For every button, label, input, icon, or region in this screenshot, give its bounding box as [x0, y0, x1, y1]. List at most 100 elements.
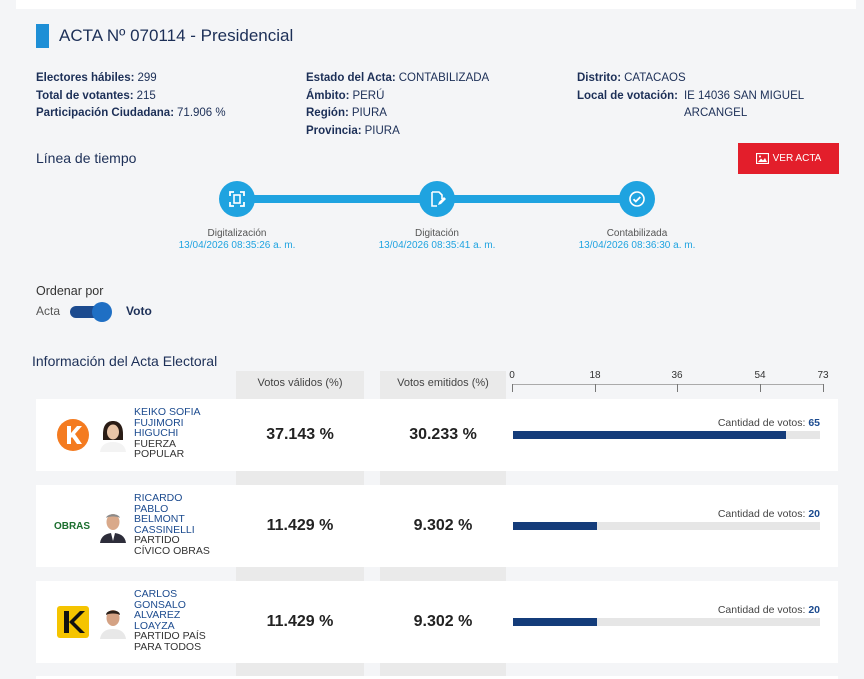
axis-tick [512, 384, 513, 392]
info-column-2: Estado del Acta: CONTABILIZADA Ámbito: PER… [306, 70, 489, 140]
step-name: Digitación [415, 228, 459, 239]
candidate-row-3[interactable]: CARLOS GONSALO ALVAREZ LOAYZA PARTIDO PA… [36, 581, 838, 663]
votos-emitidos-pct: 9.302 % [413, 613, 473, 630]
axis-line [512, 384, 824, 385]
ver-acta-button[interactable]: VER ACTA [738, 143, 839, 174]
header-validos: Votos válidos (%) [257, 377, 343, 389]
order-option-voto[interactable]: Voto [126, 304, 152, 318]
local-label: Local de votación: [577, 89, 678, 102]
estado-value: CONTABILIZADA [398, 72, 490, 84]
candidate-row-2[interactable]: OBRAS RICARDO PABLO BELMONT CASSINELLI P… [36, 485, 838, 567]
provincia-label: Provincia: [306, 124, 362, 137]
participacion-value: 71.906 % [177, 107, 226, 119]
votes-count-label: Cantidad de votos: 65 [718, 417, 820, 429]
header-emitidos: Votos emitidos (%) [397, 377, 489, 389]
order-toggle-switch[interactable] [70, 302, 114, 322]
electoral-title: Información del Acta Electoral [32, 353, 218, 369]
axis-tick-label: 54 [754, 370, 766, 381]
title-accent-bar [36, 24, 49, 48]
candidate-name: KEIKO SOFIA FUJIMORI HIGUCHI FUERZA POPU… [134, 407, 214, 460]
step-name: Contabilizada [606, 228, 668, 239]
votes-bar-track [513, 618, 820, 626]
axis-tick [677, 384, 678, 392]
votes-bar [513, 431, 786, 439]
candidate-photo [98, 509, 128, 543]
electores-value: 299 [137, 72, 157, 84]
party-logo-fuerza-popular [56, 418, 90, 452]
distrito-value: CATACAOS [624, 72, 686, 84]
votos-validos-pct: 11.429 % [266, 517, 334, 534]
candidate-fullname: CARLOS GONSALO ALVAREZ LOAYZA [134, 588, 186, 632]
electores-label: Electores hábiles: [36, 72, 135, 84]
timeline-step-digitalizacion [219, 181, 255, 217]
candidate-row-1[interactable]: KEIKO SOFIA FUJIMORI HIGUCHI FUERZA POPU… [36, 399, 838, 471]
axis-tick [823, 384, 824, 392]
votes-count-label: Cantidad de votos: 20 [718, 604, 820, 616]
votes-bar [513, 618, 597, 626]
info-column-1: Electores hábiles: 299 Total de votantes:… [36, 70, 226, 123]
ver-acta-label: VER ACTA [772, 153, 822, 164]
step-date: 13/04/2026 08:35:26 a. m. [178, 240, 296, 251]
region-label: Región: [306, 107, 349, 119]
estado-label: Estado del Acta: [306, 72, 396, 84]
distrito-label: Distrito: [577, 72, 622, 84]
order-option-acta[interactable]: Acta [36, 304, 61, 318]
party-logo-obras: OBRAS [54, 509, 90, 543]
axis-tick-label: 18 [589, 370, 601, 381]
order-by-label: Ordenar por [36, 284, 104, 298]
candidate-photo [98, 418, 128, 452]
votes-count: 65 [808, 417, 820, 429]
check-circle-icon [629, 191, 645, 207]
obras-logo-text: OBRAS [53, 520, 91, 532]
timeline-label-1: Digitalización 13/04/2026 08:35:26 a. m. [152, 228, 322, 252]
votantes-value: 215 [136, 89, 156, 102]
party-name: PARTIDO PAÍS PARA TODOS [134, 630, 206, 653]
party-name: FUERZA POPULAR [134, 437, 185, 460]
votes-bar-track [513, 431, 820, 439]
votantes-label: Total de votantes: [36, 89, 134, 102]
candidate-name: RICARDO PABLO BELMONT CASSINELLI PARTIDO… [134, 493, 214, 556]
image-icon [755, 153, 769, 164]
page-title: ACTA Nº 070114 - Presidencial [59, 26, 294, 45]
timeline-label-2: Digitación 13/04/2026 08:35:41 a. m. [352, 228, 522, 252]
axis-tick [595, 384, 596, 392]
votes-label-text: Cantidad de votos: [717, 604, 806, 616]
axis-tick [760, 384, 761, 392]
candidate-photo [98, 605, 128, 639]
votes-count: 20 [808, 508, 820, 520]
candidate-row-4-partial [36, 676, 838, 679]
party-name: PARTIDO CÍVICO OBRAS [134, 534, 210, 557]
participacion-label: Participación Ciudadana: [36, 107, 175, 119]
axis-tick-label: 73 [817, 370, 829, 381]
axis-tick-label: 0 [509, 370, 515, 381]
provincia-value: PIURA [364, 124, 400, 137]
order-toggle-row: Acta Voto [36, 302, 152, 322]
candidate-fullname: RICARDO PABLO BELMONT CASSINELLI [134, 492, 195, 536]
votes-bar [513, 522, 597, 530]
candidate-name: CARLOS GONSALO ALVAREZ LOAYZA PARTIDO PA… [134, 589, 214, 652]
candidate-fullname: KEIKO SOFIA FUJIMORI HIGUCHI [134, 406, 200, 439]
timeline-step-digitacion [419, 181, 455, 217]
acta-header: ACTA Nº 070114 - Presidencial [36, 24, 293, 48]
step-name: Digitalización [207, 228, 267, 239]
local-value: IE 14036 SAN MIGUEL ARCANGEL [683, 89, 804, 120]
votes-bar-track [513, 522, 820, 530]
ambito-value: PERÚ [352, 89, 385, 102]
step-date: 13/04/2026 08:36:30 a. m. [578, 240, 696, 251]
timeline-step-contabilizada [619, 181, 655, 217]
votes-axis: 0 18 36 54 73 [509, 370, 829, 396]
votes-label-text: Cantidad de votos: [717, 417, 806, 429]
info-column-3: Distrito: CATACAOS Local de votación: IE 1… [577, 70, 809, 123]
edit-document-icon [431, 191, 446, 207]
votos-emitidos-pct: 30.233 % [409, 426, 477, 443]
votes-label-text: Cantidad de votos: [717, 508, 806, 520]
scan-icon [229, 191, 245, 207]
votes-count-label: Cantidad de votos: 20 [718, 508, 820, 520]
votos-emitidos-pct: 9.302 % [413, 517, 473, 534]
axis-tick-label: 36 [671, 370, 683, 381]
votos-validos-pct: 11.429 % [266, 613, 334, 630]
timeline-label-3: Contabilizada 13/04/2026 08:36:30 a. m. [552, 228, 722, 252]
party-logo-pais-para-todos [56, 605, 90, 639]
ambito-label: Ámbito: [306, 89, 350, 102]
top-card-edge [16, 0, 856, 9]
